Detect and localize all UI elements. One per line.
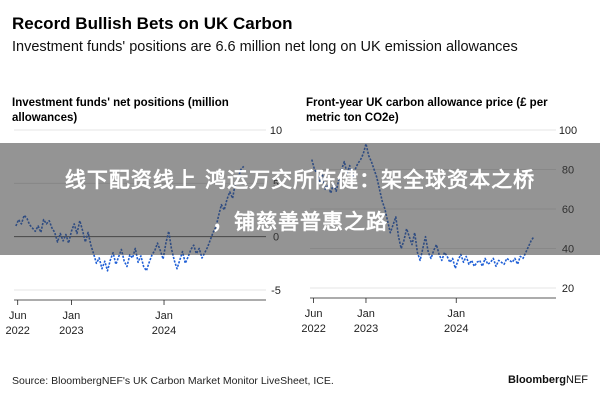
left-chart-title: Investment funds' net positions (million… (12, 97, 229, 124)
left-x-tick-label-0-1: 2022 (5, 325, 29, 337)
right-y-tick-label-4: 20 (562, 283, 574, 295)
banner-text-line-1: 线下配资线上 鸿运万交所陈健：架全球资本之桥 (64, 168, 536, 192)
left-x-tick-label-2-0: Jan (155, 310, 173, 322)
brand-rest: NEF (566, 374, 588, 386)
left-x-tick-label-2-1: 2024 (152, 325, 176, 337)
source-note: Source: BloombergNEF's UK Carbon Market … (12, 375, 334, 387)
brand-bold: Bloomberg (507, 374, 566, 386)
right-x-tick-label-0-0: Jun (305, 308, 323, 320)
right-x-tick-label-2-0: Jan (447, 308, 465, 320)
left-x-tick-label-0-0: Jun (9, 310, 27, 322)
left-y-tick-label-0: 10 (270, 125, 282, 137)
banner-text-line-2: ，铺慈善普惠之路 (212, 210, 388, 234)
chart-subtitle: Investment funds' positions are 6.6 mill… (12, 39, 518, 55)
chart-title-main: Record Bullish Bets on UK Carbon (12, 14, 293, 33)
right-y-tick-label-0: 100 (559, 125, 577, 137)
right-x-tick-label-0-1: 2022 (301, 323, 325, 335)
right-x-tick-label-2-1: 2024 (444, 323, 468, 335)
overlay-banner (0, 143, 600, 255)
brand-logo: BloombergNEF (508, 374, 588, 386)
right-x-tick-label-1-1: 2023 (354, 323, 378, 335)
left-x-tick-label-1-1: 2023 (59, 325, 83, 337)
left-x-tick-label-1-0: Jan (63, 310, 81, 322)
right-x-tick-label-1-0: Jan (357, 308, 375, 320)
left-y-tick-label-3: -5 (271, 285, 281, 297)
right-chart-title: Front-year UK carbon allowance price (£ … (306, 97, 548, 124)
